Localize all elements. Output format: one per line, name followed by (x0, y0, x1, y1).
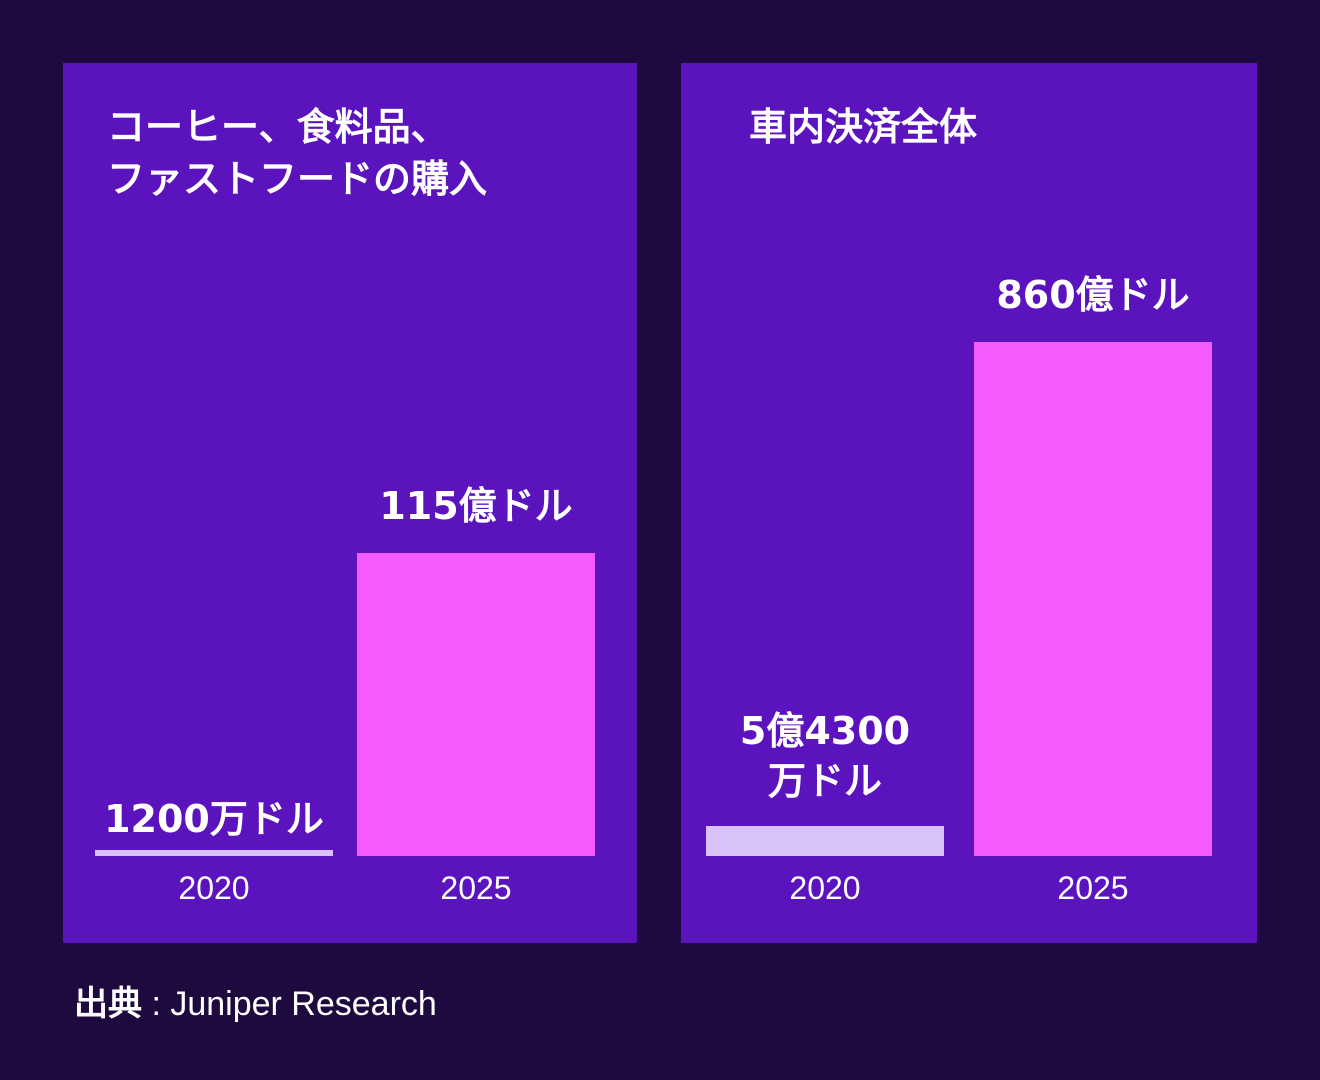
chart-title: コーヒー、食料品、 ファストフードの購入 (107, 105, 488, 201)
source-text: Juniper Research (170, 985, 437, 1023)
chart-panel-food: コーヒー、食料品、 ファストフードの購入 1200万ドル 115億ドル 2020… (63, 63, 637, 943)
bar-2025 (974, 342, 1212, 856)
source-note: 出典 : Juniper Research (74, 980, 437, 1028)
bar-2020 (706, 826, 944, 856)
value-label-2020: 5億4300 万ドル (739, 709, 911, 803)
value-label-2020: 1200万ドル (104, 797, 324, 841)
x-tick-label-2025: 2025 (1057, 870, 1129, 906)
x-tick-label-2020: 2020 (178, 870, 250, 906)
chart-title: 車内決済全体 (749, 105, 978, 149)
value-label-2025: 860億ドル (996, 273, 1190, 317)
bar-2020 (95, 850, 333, 856)
x-tick-label-2025: 2025 (440, 870, 512, 906)
source-separator: : (142, 985, 171, 1023)
chart-panel-in-vehicle: 車内決済全体 5億4300 万ドル 860億ドル 2020 2025 (681, 63, 1257, 943)
x-tick-label-2020: 2020 (789, 870, 861, 906)
source-label: 出典 (74, 985, 142, 1023)
bar-2025 (357, 553, 595, 856)
value-label-2025: 115億ドル (379, 484, 573, 528)
